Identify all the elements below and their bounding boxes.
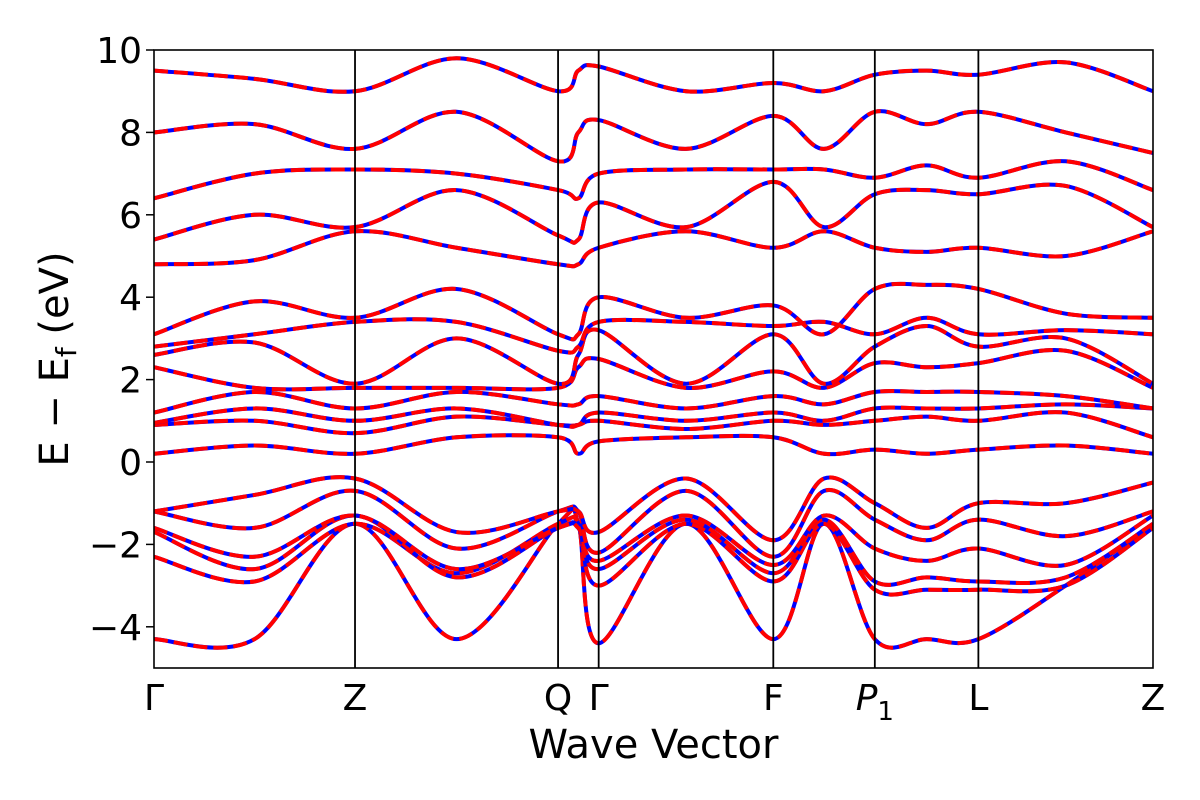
band-6-overlay-line (154, 475, 1153, 543)
band-17-primary-line (154, 159, 1153, 201)
kpoint-lines (354, 50, 980, 668)
y-axis-label-sub: f (50, 346, 83, 357)
y-ticks: −4 −2 0 2 4 6 8 10 (89, 31, 154, 649)
x-ticks: Γ Z Q Γ F P1 L Z (144, 678, 1165, 727)
band-5-overlay-line (154, 487, 1153, 559)
band-16-overlay-line (154, 179, 1153, 245)
band-12-overlay-line (154, 324, 1153, 386)
x-tick-label-5: F (763, 678, 784, 719)
y-tick-label-3: 0 (119, 443, 142, 484)
band-2-overlay-line (154, 514, 1153, 597)
x-tick-label-1: Γ (144, 678, 164, 719)
band-4-overlay-line (154, 513, 1153, 572)
band-14-overlay-line (154, 281, 1153, 342)
x-axis-label: Wave Vector (529, 722, 780, 768)
plot-frame (153, 49, 1154, 669)
y-tick-label-5: 4 (119, 278, 142, 319)
y-tick-label-2: −2 (89, 525, 142, 566)
x-tick-label-6: P1 (856, 678, 894, 727)
y-tick-label-4: 2 (119, 361, 142, 402)
y-tick-label-6: 6 (119, 196, 142, 237)
x-tick-label-3: Q (544, 678, 572, 719)
y-axis-label-unit: (eV) (32, 251, 78, 347)
x-tick-label-8: Z (1141, 678, 1166, 719)
band-17-overlay-line (154, 159, 1153, 201)
band-1-overlay-line (154, 507, 1153, 650)
y-axis-label: E − Ef (eV) (32, 251, 83, 466)
band-9-overlay-line (154, 402, 1153, 429)
x-tick-label-4: Γ (589, 678, 609, 719)
band-15-primary-line (154, 229, 1153, 269)
band-5-primary-line (154, 487, 1153, 559)
bands-layer (154, 56, 1153, 650)
y-tick-label-8: 10 (96, 31, 142, 72)
band-10-overlay-line (154, 389, 1153, 415)
x-tick-label-2: Z (343, 678, 368, 719)
x-tick-label-7: L (968, 678, 988, 719)
band-13-primary-line (154, 315, 1153, 355)
y-axis-label-main: E − E (32, 357, 78, 467)
band-18-overlay-line (154, 109, 1153, 164)
band-19-overlay-line (154, 56, 1153, 94)
y-tick-label-7: 8 (119, 113, 142, 154)
y-tick-label-1: −4 (89, 608, 142, 649)
